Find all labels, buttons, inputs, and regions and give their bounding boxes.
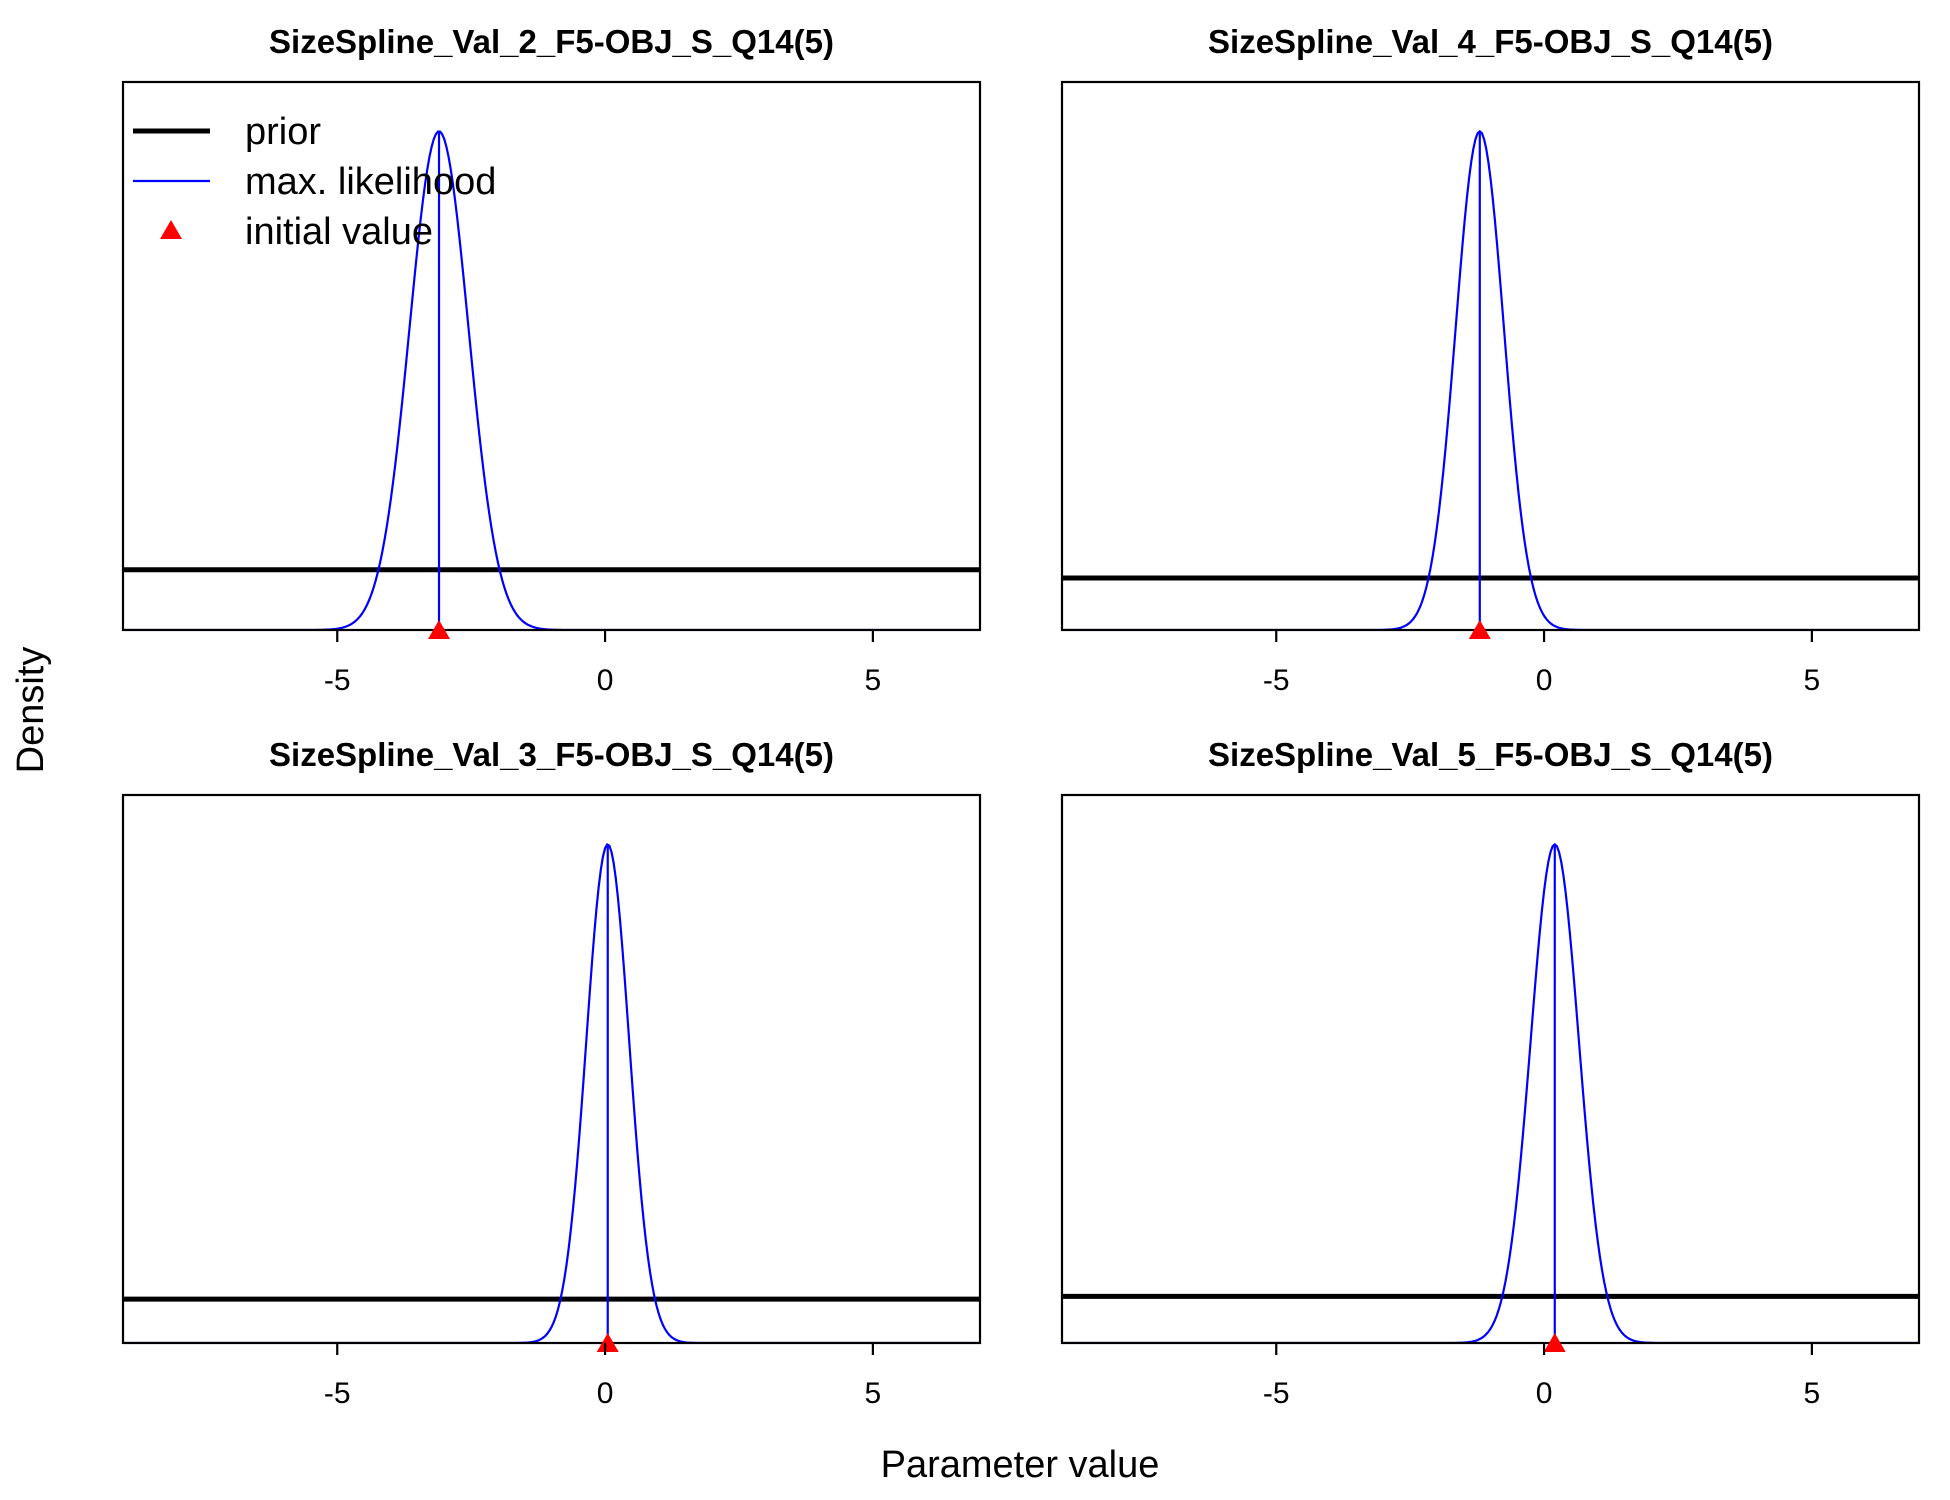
x-tick-label: -5: [1263, 1377, 1290, 1410]
max-likelihood-curve: [1062, 129, 1919, 630]
panels: SizeSpline_Val_2_F5-OBJ_S_Q14(5)-5 0 5Size…: [121, 23, 1921, 1410]
max-likelihood-curve: [1062, 842, 1919, 1343]
max-likelihood-curve: [123, 842, 980, 1343]
initial-value-marker: [1543, 1333, 1566, 1352]
y-axis-title: Density: [10, 647, 52, 774]
legend-swatch: [160, 220, 182, 239]
plot-frame: [121, 80, 982, 632]
density-panel: SizeSpline_Val_5_F5-OBJ_S_Q14(5) -5 0 5: [1060, 736, 1921, 1410]
legend-label: initial value: [245, 211, 433, 253]
density-panel: SizeSpline_Val_3_F5-OBJ_S_Q14(5) -5 0 5: [121, 736, 982, 1410]
x-tick-label: -5: [1263, 664, 1290, 697]
legend-item: max. likelihood: [133, 161, 496, 203]
plot-frame: [1060, 793, 1921, 1345]
panel-title: SizeSpline_Val_3_F5-OBJ_S_Q14(5): [269, 736, 834, 773]
initial-value-marker: [1468, 620, 1491, 639]
initial-value-marker: [428, 620, 451, 639]
x-tick-label: -5: [324, 1377, 351, 1410]
x-tick-label: 0: [1536, 1377, 1553, 1410]
plot-area: [1062, 842, 1919, 1343]
panel-title: SizeSpline_Val_5_F5-OBJ_S_Q14(5): [1208, 736, 1773, 773]
density-panel: SizeSpline_Val_2_F5-OBJ_S_Q14(5) -5 0 5: [121, 23, 982, 697]
legend-label: max. likelihood: [245, 161, 496, 203]
x-tick-label: 5: [865, 1377, 882, 1410]
x-tick-label: 0: [1536, 664, 1553, 697]
panel-title: SizeSpline_Val_2_F5-OBJ_S_Q14(5): [269, 23, 834, 60]
plot-frame: [121, 793, 982, 1345]
density-panel: SizeSpline_Val_4_F5-OBJ_S_Q14(5) -5 0 5: [1060, 23, 1921, 697]
plot-frame: [1060, 80, 1921, 632]
x-tick-label: 5: [1804, 664, 1821, 697]
x-tick-label: 5: [865, 664, 882, 697]
legend-item: initial value: [160, 211, 433, 253]
legend-label: prior: [245, 111, 321, 153]
plot-area: [1062, 129, 1919, 630]
legend: prior max. likelihood initial value: [133, 111, 496, 253]
plot-area: [123, 130, 980, 630]
legend-item: prior: [133, 111, 321, 153]
x-tick-label: 0: [597, 1377, 614, 1410]
x-tick-label: 5: [1804, 1377, 1821, 1410]
plot-area: [123, 842, 980, 1343]
x-tick-label: -5: [324, 664, 351, 697]
x-tick-label: 0: [597, 664, 614, 697]
initial-value-marker: [596, 1333, 619, 1352]
x-axis-title: Parameter value: [881, 1444, 1160, 1486]
panel-title: SizeSpline_Val_4_F5-OBJ_S_Q14(5): [1208, 23, 1773, 60]
max-likelihood-curve: [123, 130, 980, 630]
